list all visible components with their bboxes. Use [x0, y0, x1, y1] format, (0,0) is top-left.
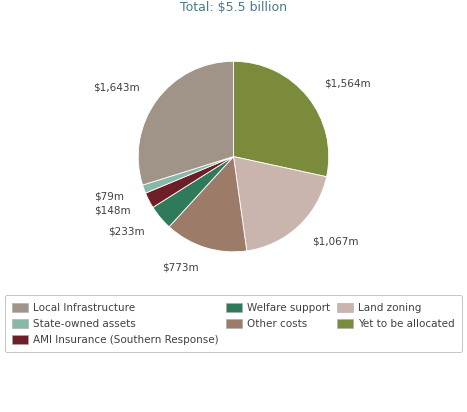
Text: $1,564m: $1,564m [324, 79, 371, 89]
Text: $773m: $773m [163, 262, 199, 273]
Text: $79m: $79m [94, 191, 124, 201]
Wedge shape [234, 157, 326, 251]
Wedge shape [138, 61, 234, 185]
Wedge shape [142, 157, 234, 193]
Title: Total: $5.5 billion: Total: $5.5 billion [180, 1, 287, 14]
Wedge shape [169, 157, 247, 252]
Wedge shape [146, 157, 234, 207]
Wedge shape [153, 157, 234, 227]
Wedge shape [234, 61, 329, 177]
Text: $1,067m: $1,067m [312, 237, 359, 247]
Text: $1,643m: $1,643m [93, 83, 140, 93]
Legend: Local Infrastructure, State-owned assets, AMI Insurance (Southern Response), Wel: Local Infrastructure, State-owned assets… [5, 295, 462, 352]
Text: $148m: $148m [94, 205, 130, 215]
Text: $233m: $233m [108, 226, 144, 236]
